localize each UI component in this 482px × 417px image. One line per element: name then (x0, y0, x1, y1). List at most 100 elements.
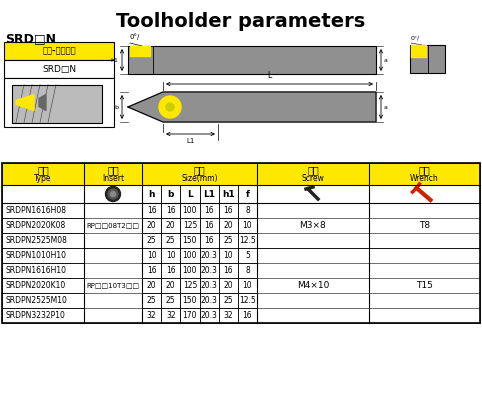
Text: b: b (168, 189, 174, 198)
Bar (142, 233, 161, 248)
Text: M3×8: M3×8 (300, 221, 326, 230)
Text: 100: 100 (183, 251, 197, 260)
Polygon shape (39, 95, 46, 111)
Text: SRDPN1010H10: SRDPN1010H10 (5, 251, 66, 260)
Bar (219, 185, 238, 203)
Text: SRDPN2525M10: SRDPN2525M10 (5, 296, 67, 305)
Bar (200, 248, 219, 263)
Text: 16: 16 (147, 266, 156, 275)
Text: Insert: Insert (102, 173, 124, 183)
Text: M4×10: M4×10 (297, 281, 329, 290)
Text: 32: 32 (147, 311, 156, 320)
Text: 20: 20 (147, 281, 156, 290)
Text: 0°/: 0°/ (130, 33, 140, 40)
Text: SRDPN1616H10: SRDPN1616H10 (5, 266, 66, 275)
Text: 0°/: 0°/ (411, 35, 420, 40)
Bar (180, 203, 200, 218)
Text: 20.3: 20.3 (201, 281, 217, 290)
Text: 125: 125 (183, 221, 197, 230)
Bar (257, 203, 369, 248)
Bar (257, 185, 369, 203)
Circle shape (106, 186, 120, 201)
Text: Size(mm): Size(mm) (181, 173, 218, 183)
Bar (161, 263, 180, 278)
Bar (219, 248, 238, 263)
Bar (2, 248, 84, 263)
Bar (219, 263, 238, 278)
Bar (238, 233, 257, 248)
Text: f: f (245, 189, 249, 198)
Bar (142, 163, 257, 185)
Bar (4, 78, 114, 127)
Bar (2, 218, 84, 233)
Text: 10: 10 (166, 251, 175, 260)
Text: 20: 20 (166, 281, 175, 290)
Bar (2, 278, 84, 293)
Text: SRDPN1616H08: SRDPN1616H08 (5, 206, 66, 215)
Text: 16: 16 (166, 266, 175, 275)
Text: 扳手: 扳手 (419, 165, 430, 175)
Text: 25: 25 (147, 236, 156, 245)
Text: 25: 25 (166, 296, 175, 305)
Bar (219, 203, 238, 218)
Text: 25: 25 (166, 236, 175, 245)
Bar (219, 218, 238, 233)
Bar (84, 203, 142, 248)
Bar (238, 218, 257, 233)
Bar (84, 185, 142, 203)
Text: 20: 20 (166, 221, 175, 230)
Text: SRDPN3232P10: SRDPN3232P10 (5, 311, 65, 320)
Text: 5: 5 (245, 251, 250, 260)
Bar (238, 293, 257, 308)
Bar (2, 308, 84, 323)
Bar (142, 248, 161, 263)
Bar (238, 263, 257, 278)
Bar (257, 163, 369, 185)
Text: 型号: 型号 (37, 165, 49, 175)
Bar (2, 163, 84, 185)
Text: L: L (187, 189, 193, 198)
Text: 螺钉: 螺钉 (307, 165, 319, 175)
Bar (2, 233, 84, 248)
Text: L1: L1 (203, 189, 215, 198)
Bar (142, 218, 161, 233)
Bar (238, 308, 257, 323)
Bar (180, 263, 200, 278)
Text: 20.3: 20.3 (201, 251, 217, 260)
Polygon shape (128, 92, 376, 122)
Bar (219, 293, 238, 308)
Text: b: b (114, 105, 118, 110)
Text: 170: 170 (183, 311, 197, 320)
Text: 外径-端面切削: 外径-端面切削 (42, 47, 76, 55)
Text: T8: T8 (419, 221, 430, 230)
Text: 规格: 规格 (194, 165, 205, 175)
Text: a: a (384, 58, 388, 63)
Bar (200, 233, 219, 248)
Polygon shape (16, 95, 34, 111)
Text: h: h (148, 189, 155, 198)
Text: 25: 25 (224, 236, 233, 245)
Text: L: L (268, 71, 272, 80)
Text: 150: 150 (183, 236, 197, 245)
Text: 8: 8 (245, 266, 250, 275)
Text: 125: 125 (183, 281, 197, 290)
Bar (200, 278, 219, 293)
Bar (142, 308, 161, 323)
Bar (142, 293, 161, 308)
Text: L1: L1 (187, 138, 195, 144)
Text: 20.3: 20.3 (201, 311, 217, 320)
Text: 100: 100 (183, 266, 197, 275)
Text: 20: 20 (147, 221, 156, 230)
Text: 32: 32 (224, 311, 233, 320)
Bar (2, 293, 84, 308)
Polygon shape (130, 46, 150, 56)
Text: SRD□N: SRD□N (42, 65, 76, 73)
Text: SRD□N: SRD□N (5, 32, 56, 45)
Text: RP□□08T2□□: RP□□08T2□□ (86, 223, 139, 229)
Text: Toolholder parameters: Toolholder parameters (116, 12, 366, 31)
Bar (161, 203, 180, 218)
Bar (4, 60, 114, 78)
Bar (200, 203, 219, 218)
Bar (142, 278, 161, 293)
Text: 10: 10 (242, 281, 252, 290)
